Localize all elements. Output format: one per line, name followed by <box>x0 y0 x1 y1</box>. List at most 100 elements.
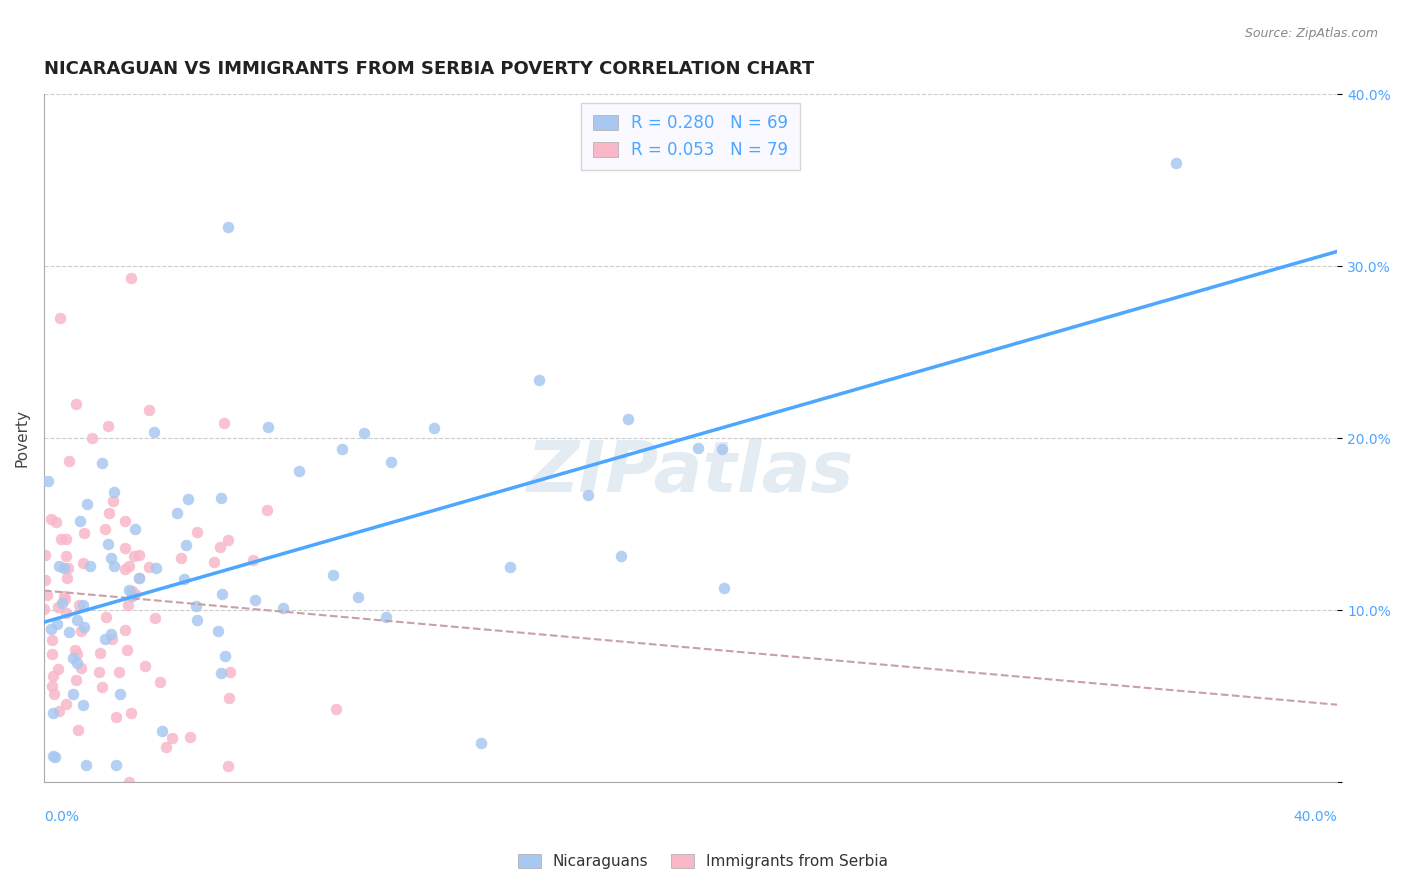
Point <box>53 590 76 604</box>
Point <box>375 610 398 624</box>
Point <box>105 710 128 724</box>
Point <box>41 633 63 648</box>
Point <box>46 600 69 615</box>
Point <box>58 624 80 639</box>
Point <box>52 561 75 575</box>
Point <box>103 559 125 574</box>
Point <box>124 587 146 601</box>
Point <box>45 516 67 530</box>
Point <box>37 475 59 489</box>
Point <box>45 616 67 631</box>
Point <box>41 669 63 683</box>
Point <box>115 643 138 657</box>
Point <box>498 560 520 574</box>
Point <box>65 397 87 411</box>
Point <box>117 598 139 612</box>
Point <box>70 661 93 675</box>
Point <box>39 512 62 526</box>
Point <box>177 491 200 506</box>
Point <box>128 548 150 562</box>
Point <box>423 421 446 435</box>
Point <box>66 656 89 670</box>
Point <box>58 453 80 467</box>
Point <box>53 592 76 607</box>
Point <box>66 647 89 661</box>
Point <box>209 491 232 505</box>
Point <box>610 549 633 563</box>
Point <box>82 431 104 445</box>
Point <box>114 623 136 637</box>
Point <box>209 665 232 680</box>
Point <box>256 419 278 434</box>
Point <box>114 514 136 528</box>
Point <box>42 687 65 701</box>
Point <box>347 590 370 604</box>
Point <box>34 548 56 562</box>
Point <box>94 610 117 624</box>
Point <box>243 593 266 607</box>
Point <box>97 419 120 434</box>
Point <box>186 613 208 627</box>
Point <box>72 620 94 634</box>
Point <box>218 690 240 705</box>
Point <box>55 532 77 546</box>
Point <box>42 706 65 720</box>
Point <box>76 497 98 511</box>
Point <box>89 646 111 660</box>
Point <box>51 596 73 610</box>
Point <box>166 506 188 520</box>
Point <box>120 271 142 285</box>
Text: 0.0%: 0.0% <box>44 810 79 823</box>
Point <box>69 514 91 528</box>
Point <box>120 706 142 720</box>
Point <box>330 442 353 456</box>
Point <box>65 673 87 687</box>
Point <box>380 455 402 469</box>
Point <box>34 602 56 616</box>
Point <box>49 532 72 546</box>
Point <box>98 506 121 520</box>
Point <box>134 658 156 673</box>
Text: ZIPatlas: ZIPatlas <box>527 438 855 507</box>
Point <box>97 537 120 551</box>
Point <box>217 533 239 547</box>
Point <box>66 723 89 738</box>
Point <box>44 750 66 764</box>
Point <box>63 643 86 657</box>
Legend: Nicaraguans, Immigrants from Serbia: Nicaraguans, Immigrants from Serbia <box>512 848 894 875</box>
Point <box>149 675 172 690</box>
Point <box>138 560 160 574</box>
Point <box>170 551 193 566</box>
Point <box>41 647 63 661</box>
Point <box>70 624 93 638</box>
Point <box>150 724 173 739</box>
Point <box>617 412 640 426</box>
Point <box>72 557 94 571</box>
Point <box>37 588 59 602</box>
Point <box>72 698 94 712</box>
Point <box>202 555 225 569</box>
Point <box>94 522 117 536</box>
Point <box>42 749 65 764</box>
Point <box>121 583 143 598</box>
Point <box>48 704 70 718</box>
Point <box>55 698 77 712</box>
Point <box>103 494 125 508</box>
Point <box>100 551 122 566</box>
Point <box>207 624 229 639</box>
Point <box>75 757 97 772</box>
Point <box>110 687 132 701</box>
Point <box>470 736 492 750</box>
Point <box>686 441 709 455</box>
Point <box>87 665 110 679</box>
Point <box>143 611 166 625</box>
Point <box>322 567 344 582</box>
Text: 40.0%: 40.0% <box>1294 810 1337 823</box>
Point <box>713 581 735 595</box>
Point <box>55 606 77 620</box>
Point <box>48 559 70 574</box>
Point <box>118 775 141 789</box>
Point <box>142 425 165 439</box>
Point <box>124 522 146 536</box>
Point <box>186 525 208 540</box>
